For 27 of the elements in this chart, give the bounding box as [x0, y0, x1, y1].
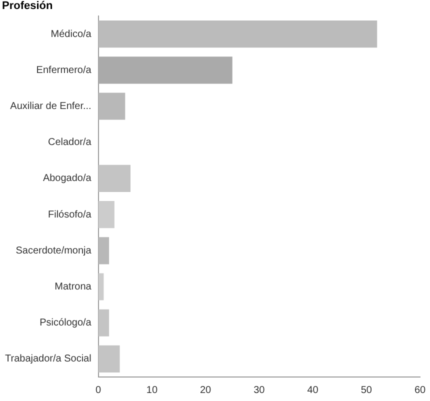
- x-tick-label: 50: [360, 384, 372, 396]
- bar: [98, 345, 120, 372]
- x-tick-label: 40: [307, 384, 319, 396]
- y-tick-label: Enfermero/a: [36, 64, 92, 76]
- x-tick-label: 0: [96, 384, 102, 396]
- bar: [98, 164, 131, 192]
- y-tick-label: Médico/a: [50, 28, 92, 40]
- y-tick-label: Psicólogo/a: [40, 318, 92, 329]
- bar: [98, 309, 110, 336]
- y-tick-label: Filósofo/a: [48, 209, 92, 220]
- chart-title: Profesión: [2, 0, 53, 12]
- y-tick-label: Celador/a: [48, 137, 92, 148]
- x-tick-label: 30: [254, 384, 266, 396]
- bar: [98, 20, 378, 48]
- x-tick-label: 20: [200, 384, 212, 396]
- y-tick-label: Sacerdote/monja: [16, 245, 92, 256]
- x-tick-label: 10: [146, 384, 158, 396]
- bar: [98, 237, 110, 264]
- bar: [98, 201, 114, 228]
- y-tick-label: Matrona: [54, 282, 92, 292]
- y-tick-label: Auxiliar de Enfer...: [10, 101, 92, 112]
- bar: [98, 92, 126, 120]
- bar: [98, 56, 232, 84]
- x-tick-label: 60: [414, 384, 426, 396]
- bar: [98, 273, 104, 300]
- y-tick-label: Trabajador/a Social: [5, 354, 92, 365]
- y-tick-label: Abogado/a: [42, 173, 92, 184]
